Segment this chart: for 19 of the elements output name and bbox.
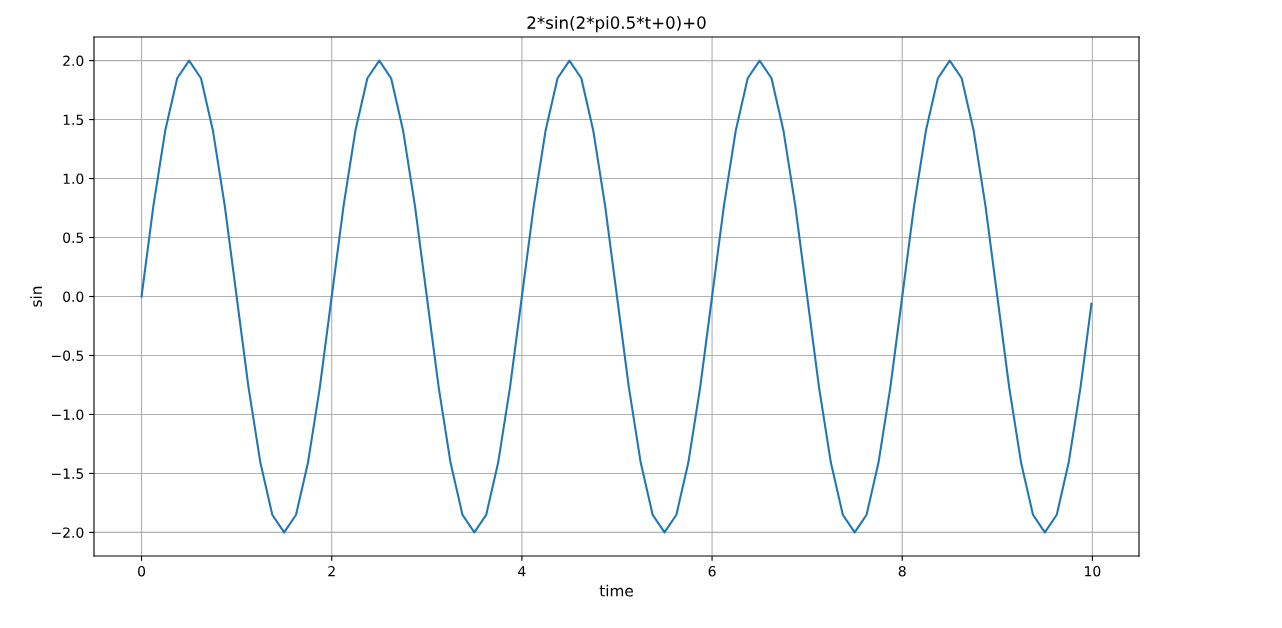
y-axis-title: sin bbox=[30, 286, 43, 307]
y-tick-label: −2.0 bbox=[52, 527, 84, 538]
y-tick-label: −1.5 bbox=[52, 468, 84, 479]
x-tick-label: 2 bbox=[328, 565, 335, 577]
x-tick-label: 4 bbox=[518, 566, 526, 577]
y-tick-label: 0.0 bbox=[63, 291, 84, 302]
line-series bbox=[140, 59, 1093, 534]
y-tick-label: 1.0 bbox=[63, 173, 84, 185]
x-tick-label: 10 bbox=[1085, 565, 1101, 577]
x-axis-title: time bbox=[599, 584, 633, 597]
x-tick-label: 8 bbox=[898, 565, 906, 577]
chart-title: 2*sin(2*pi0.5*t+0)+0 bbox=[527, 16, 706, 33]
x-tick-label: 0 bbox=[138, 565, 146, 577]
y-tick-label: 1.5 bbox=[63, 114, 84, 126]
y-tick-label: 2.0 bbox=[63, 55, 84, 67]
y-tick-label: −0.5 bbox=[52, 350, 84, 361]
x-tick-label: 6 bbox=[708, 565, 716, 577]
y-tick-label: 0.5 bbox=[63, 232, 84, 243]
y-tick-label: −1.0 bbox=[52, 409, 84, 420]
